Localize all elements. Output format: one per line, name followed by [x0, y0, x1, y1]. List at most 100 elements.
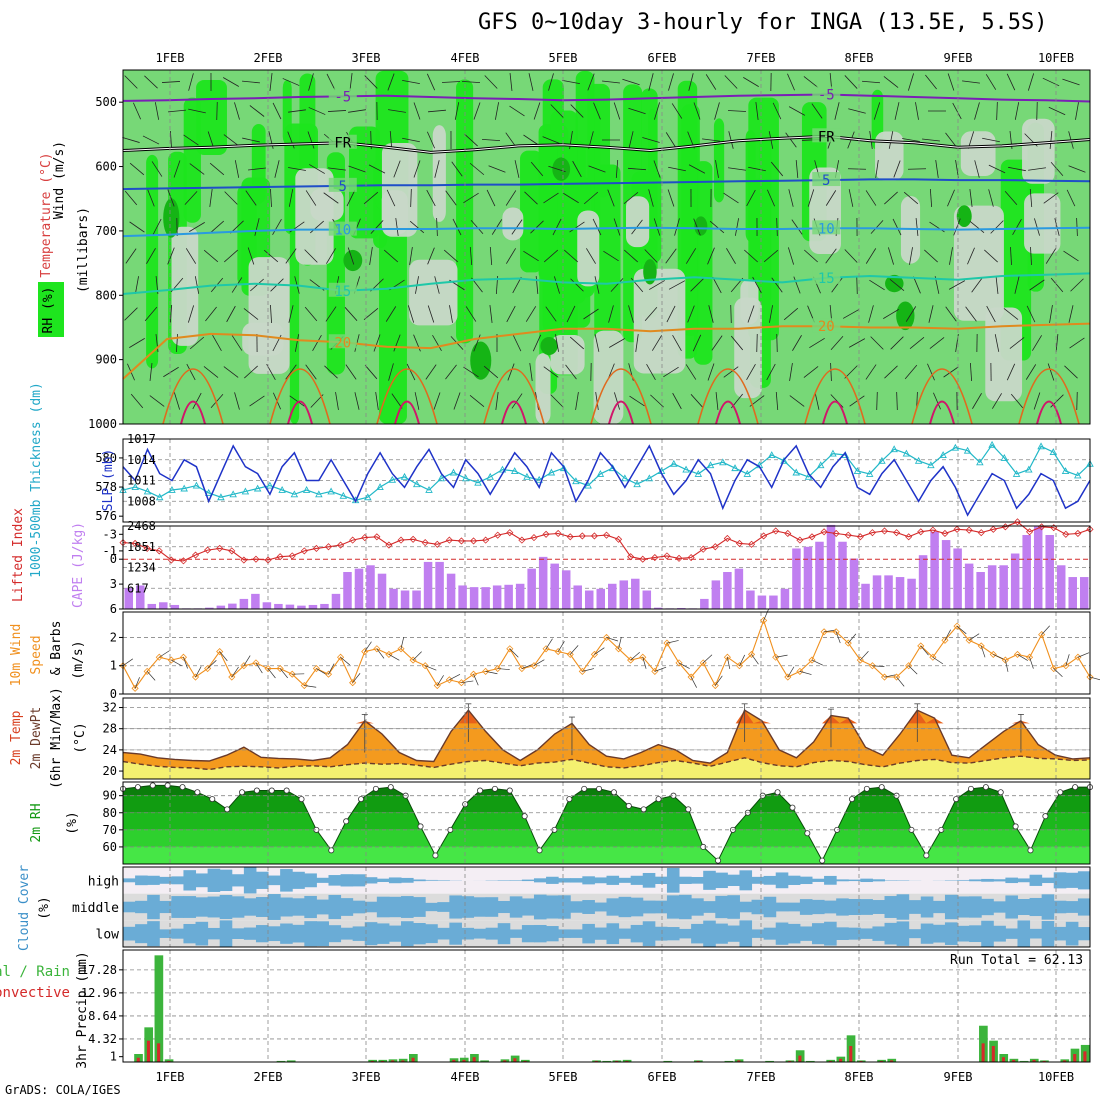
- cloud-bar-0-76: [1041, 877, 1055, 884]
- wind-barb-33-7: [793, 276, 801, 294]
- rh-dry-patch-9: [409, 259, 458, 326]
- wind-barb-19-9: [512, 334, 522, 352]
- wind10-barb-32: [509, 648, 519, 658]
- wind-barb-21-9: [555, 334, 559, 352]
- hot-arc-5: [715, 400, 741, 425]
- wind-barb-44-3: [1008, 166, 1026, 172]
- lifted-index-point-22: [385, 541, 393, 549]
- wind-barb-17-9: [473, 334, 481, 352]
- wind-barb-39-4: [903, 191, 919, 205]
- wind-barb-40-8: [928, 305, 934, 323]
- rh2m-point-59: [997, 789, 1004, 796]
- cloud-bar-2-14: [292, 924, 305, 943]
- wind10-point-8: [216, 648, 224, 656]
- cape-bar-34: [515, 583, 525, 609]
- wind-barb-43-7: [995, 276, 999, 294]
- wind-barb-37-8: [868, 305, 874, 323]
- wind-barb-29-9: [711, 335, 723, 351]
- date-tick-top-7: 8FEB: [845, 51, 874, 65]
- cloud-bar-0-32: [509, 880, 523, 881]
- rh2m-point-31: [581, 785, 588, 792]
- wind-barb-12-3: [368, 164, 386, 174]
- cloud-bar-0-57: [811, 878, 825, 882]
- cloud-bar-0-21: [376, 878, 390, 883]
- wind-barb-18-6: [489, 246, 493, 266]
- wind10-barb-42: [630, 651, 640, 661]
- wind-barb-21-1: [550, 104, 564, 118]
- cloud-bar-1-77: [1053, 900, 1067, 914]
- cape-bar-33: [504, 584, 513, 609]
- wind-barb-5-3: [234, 160, 240, 178]
- wind10-point-33: [518, 664, 526, 673]
- cape-bar-68: [907, 578, 916, 609]
- pressure-tick-label-5: 1000: [88, 417, 117, 431]
- precip-conv-bar-39: [523, 1060, 527, 1062]
- wind10-barb-13: [279, 668, 288, 679]
- lifted-index-point-43: [639, 555, 647, 563]
- thickness-point-57: [816, 461, 825, 469]
- thickness-point-36: [559, 464, 568, 472]
- wind-barb-16-5: [452, 218, 462, 236]
- lifted-index-point-34: [530, 534, 538, 542]
- cloud-bar-2-52: [751, 929, 765, 938]
- slp-rtick-label-1: 1011: [127, 474, 156, 488]
- cloud-bar-1-28: [461, 896, 475, 918]
- dewpoint-line: [122, 755, 1091, 771]
- wind10-barb-71: [980, 645, 986, 658]
- cloud-bar-0-61: [860, 878, 873, 883]
- wind-barb-34-6: [804, 249, 818, 263]
- wind10-point-51: [735, 662, 744, 670]
- cloud-bar-2-37: [570, 929, 583, 938]
- wind-barb-12-6: [369, 247, 373, 265]
- cloud-bar-1-35: [546, 895, 559, 919]
- cape-bar-15: [297, 605, 306, 609]
- lifted-index-point-12: [264, 556, 272, 564]
- cloud-bar-0-18: [340, 874, 354, 887]
- rh2m-tick-label-3: 90: [103, 789, 117, 803]
- temp-axis-label-2: 2m DewPt: [29, 707, 44, 770]
- wind-barb-28-5: [693, 218, 701, 236]
- wind10-barb-75: [1029, 657, 1034, 669]
- precip-conv-bar-2: [146, 1040, 150, 1062]
- wind-barb-34-9: [809, 337, 825, 349]
- thickness-point-27: [449, 468, 458, 476]
- wind10-point-37: [566, 650, 574, 658]
- thickness-point-23: [400, 472, 409, 480]
- temp-tick-label-3: 32: [103, 701, 117, 715]
- precip-legend-convective: Convective: [0, 985, 70, 1001]
- lifted-index-point-37: [566, 533, 574, 541]
- credit-label: GrADS: COLA/IGES: [5, 1083, 121, 1097]
- cape-bar-56: [769, 595, 778, 609]
- cloud-bar-0-51: [739, 870, 753, 891]
- cloud-bar-2-26: [437, 927, 450, 940]
- wind-barb-36-6: [844, 249, 858, 263]
- wind10-point-22: [385, 650, 393, 658]
- slp-rtick-label-3: 1017: [127, 432, 156, 446]
- wind-barb-3-6: [185, 248, 197, 264]
- lifted-index-point-45: [663, 552, 671, 560]
- wind-barb-10-11: [335, 392, 339, 410]
- cloud-bar-1-7: [207, 896, 221, 918]
- cloud-bar-2-36: [558, 929, 571, 938]
- wind10-point-80: [1086, 673, 1094, 681]
- wind-barb-26-10: [646, 363, 656, 381]
- hot-arc-3: [501, 400, 527, 425]
- cape-bar-67: [895, 577, 905, 609]
- contour-label-bg-0-1: [812, 86, 841, 101]
- wind-barb-4-11: [210, 393, 224, 409]
- wind10-barb-63: [884, 674, 897, 678]
- cloud-bar-1-39: [594, 902, 607, 912]
- thickness-point-51: [743, 470, 752, 477]
- wind-barb-4-4: [209, 189, 213, 207]
- cloud-bar-2-70: [969, 925, 982, 943]
- wind-barb-6-7: [250, 278, 264, 292]
- rh2m-point-24: [477, 787, 484, 794]
- wind10-barb-62: [872, 665, 885, 667]
- wind-barb-31-10: [746, 363, 756, 381]
- cloud-bar-0-49: [715, 872, 728, 889]
- wind10-point-38: [578, 667, 586, 675]
- wind-barb-34-10: [803, 366, 819, 378]
- wind-barb-1-3: [151, 161, 163, 177]
- cape-bar-59: [803, 546, 813, 609]
- contour-label-bg-0-0: [328, 88, 357, 103]
